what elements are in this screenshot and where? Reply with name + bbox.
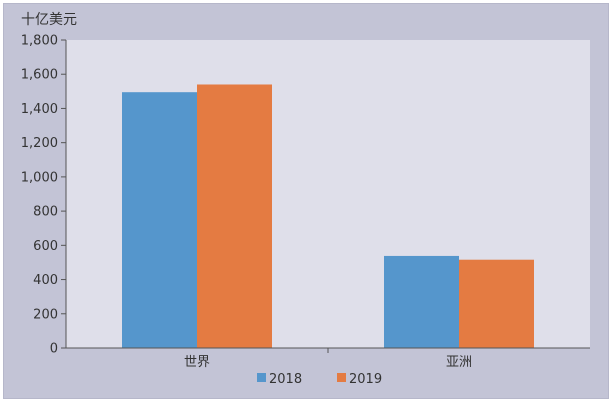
bar	[459, 259, 534, 348]
y-tick-label: 800	[33, 205, 58, 220]
x-axis: 世界 亚洲	[66, 347, 590, 370]
x-category-label: 亚洲	[446, 355, 472, 370]
bar	[122, 92, 197, 348]
bar	[197, 84, 272, 348]
legend-label: 2018	[269, 372, 302, 387]
bar	[384, 255, 459, 348]
y-tick-label: 1,800	[21, 34, 58, 49]
y-tick-label: 1,600	[21, 68, 58, 83]
legend: 2018 2019	[257, 372, 382, 387]
legend-swatch	[257, 373, 266, 382]
x-category-label: 世界	[184, 355, 210, 370]
bars	[122, 84, 534, 348]
y-tick-label: 400	[33, 273, 58, 288]
y-tick-label: 0	[50, 342, 58, 357]
y-axis: 0 200 400 600 800 1,000 1,200 1,400 1,600 1,800	[21, 34, 67, 357]
y-tick-label: 600	[33, 239, 58, 254]
legend-swatch	[337, 373, 346, 382]
y-tick-label: 1,000	[21, 170, 58, 185]
legend-label: 2019	[349, 372, 382, 387]
y-tick-label: 200	[33, 307, 58, 322]
y-tick-label: 1,200	[21, 136, 58, 151]
y-tick-label: 1,400	[21, 102, 58, 117]
y-axis-unit-label: 十亿美元	[21, 12, 77, 28]
